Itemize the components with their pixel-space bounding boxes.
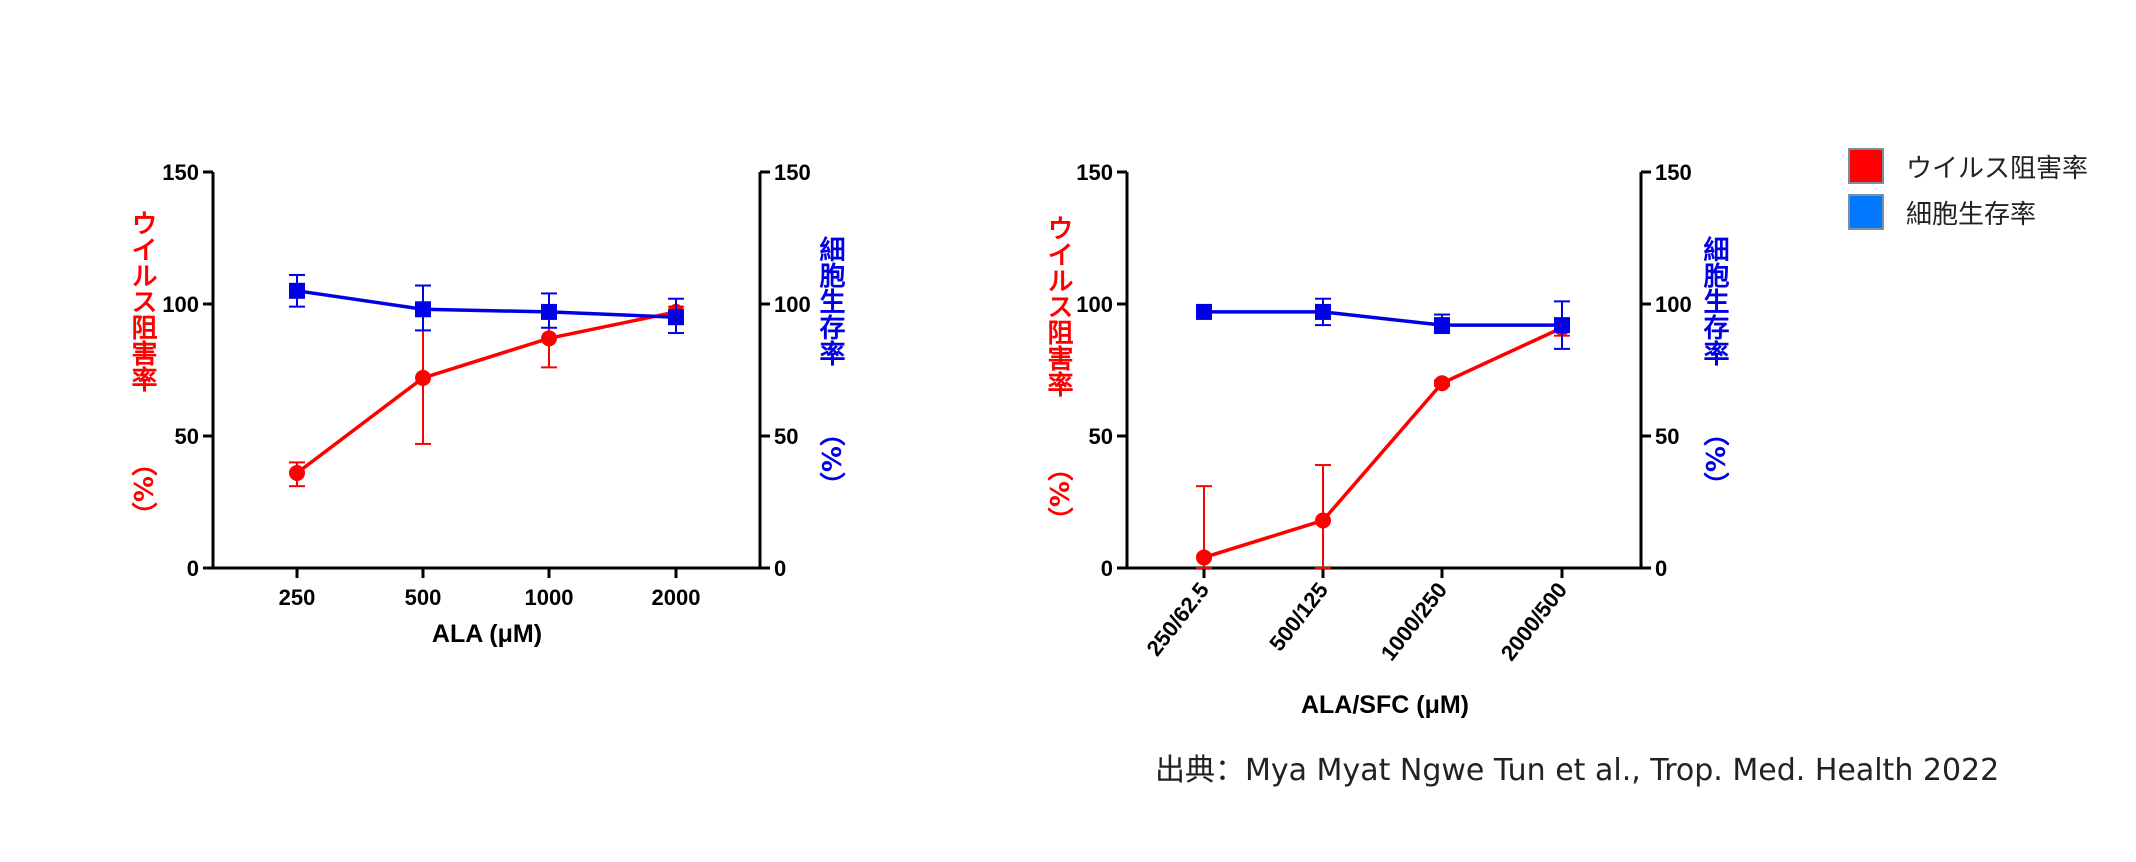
y-tick-label-left: 150 [1076,160,1113,185]
data-point-circle [1315,512,1331,529]
y-tick-label-left: 100 [1076,292,1113,317]
y-axis-title-right-unit: （%） [815,420,845,498]
y-axis-title-left-unit: （%） [1043,455,1073,533]
y-axis-title-left: ウイルス阻害率 [1043,215,1073,397]
x-tick-label: 1000/250 [1376,578,1452,666]
x-axis-title: ALA (μM) [432,620,542,648]
y-tick-label-right: 50 [1655,424,1679,449]
series-line-1 [1204,310,1562,327]
x-axis-title: ALA/SFC (μM) [1301,691,1469,719]
data-point-square [289,282,305,299]
data-point-circle [1434,375,1450,392]
chart-ala-sfc: 0 0 50 50 100 100 150 150 250/62.5 500/125 1000/25… [1043,160,1729,719]
y-tick-label-right: 150 [774,160,811,185]
y-tick-label-left: 150 [162,160,199,185]
data-point-circle [1196,549,1212,566]
y-tick-label-left: 100 [162,292,199,317]
data-point-square [541,303,557,320]
legend-label: ウイルス阻害率 [1906,153,2089,184]
chart-ala: 0 0 50 50 100 100 150 150 250 500 1000 2000 ALA (μM)… [127,160,845,648]
data-point-square [668,309,684,326]
data-point-square [415,301,431,318]
y-tick-label-right: 150 [1655,160,1692,185]
series-line-0 [1203,326,1563,560]
y-tick-label-left: 0 [187,556,199,581]
y-tick-label-left: 50 [175,424,199,449]
y-axis-title-left-unit: （%） [127,450,157,528]
data-point-circle [289,464,305,481]
y-tick-label-right: 100 [774,292,811,317]
data-point-square [1554,317,1570,334]
x-tick-label: 250 [279,585,316,610]
data-point-circle [541,330,557,347]
legend-label: 細胞生存率 [1906,199,2037,230]
legend: ウイルス阻害率 細胞生存率 [1848,145,2088,237]
x-tick-label: 2000/500 [1496,578,1572,666]
data-point-square [1315,303,1331,320]
y-axis-title-left: ウイルス阻害率 [127,210,157,392]
y-tick-label-right: 100 [1655,292,1692,317]
y-tick-label-right: 50 [774,424,798,449]
y-axis-title-right: 細胞生存率 [1699,236,1729,366]
y-tick-label-left: 50 [1089,424,1113,449]
series-line-1 [296,289,677,319]
data-point-square [1196,303,1212,320]
data-point-square [1434,317,1450,334]
data-point-circle [415,369,431,386]
y-tick-label-left: 0 [1101,556,1113,581]
source-citation: 出典：Mya Myat Ngwe Tun et al., Trop. Med. … [1155,753,2000,788]
x-tick-label: 1000 [525,585,574,610]
y-axis-title-right-unit: （%） [1699,420,1729,498]
y-tick-label-right: 0 [1655,556,1667,581]
series-line-0 [295,310,677,475]
legend-item-cell-viability: 細胞生存率 [1848,191,2088,233]
legend-item-virus-inhibition: ウイルス阻害率 [1848,145,2088,187]
x-tick-label: 2000 [652,585,701,610]
legend-swatch-red [1848,148,1884,184]
x-tick-label: 500/125 [1264,578,1333,656]
y-axis-title-right: 細胞生存率 [815,236,845,366]
legend-swatch-blue [1848,194,1884,230]
x-tick-label: 500 [405,585,442,610]
y-tick-label-right: 0 [774,556,786,581]
x-tick-label: 250/62.5 [1142,578,1214,661]
